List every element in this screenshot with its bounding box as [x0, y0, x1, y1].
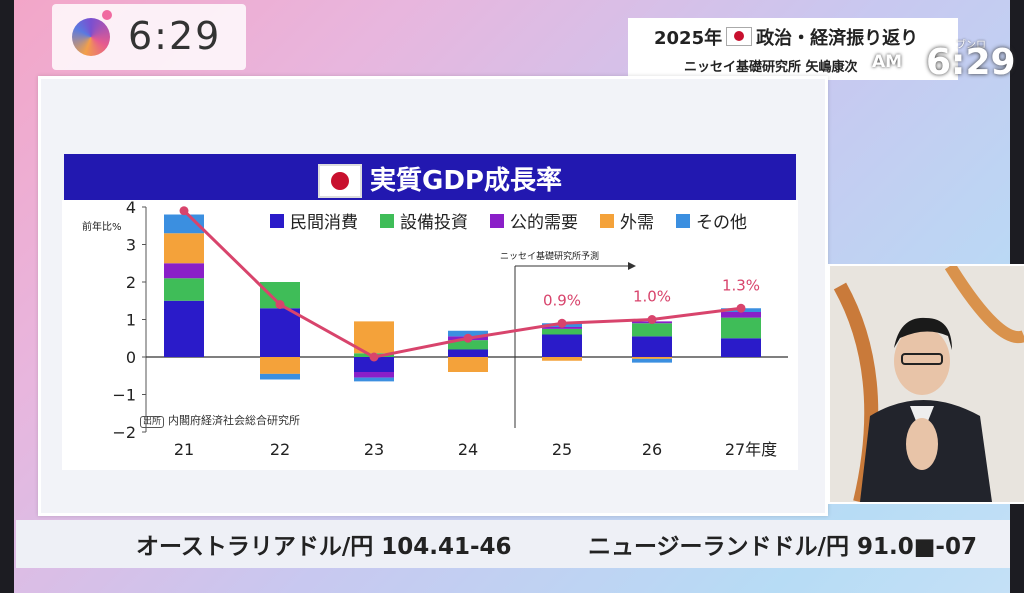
bar-segment	[354, 377, 394, 382]
ticker-nzd-jpy: ニュージーランドドル/円 91.0■-07	[588, 534, 977, 560]
bar-segment	[164, 233, 204, 264]
gdp-growth-point	[557, 318, 567, 328]
data-label: 1.3%	[722, 276, 760, 294]
chart-title: 実質GDP成長率	[370, 166, 562, 196]
bar-segment	[448, 357, 488, 372]
legend-swatch	[600, 213, 614, 228]
legend-item-public-demand: 公的需要	[490, 208, 578, 233]
y-axis-label: 前年比%	[82, 220, 122, 233]
source-text: 内閣府経済社会総合研究所	[168, 414, 301, 427]
legend-swatch	[270, 213, 284, 228]
bar-segment	[721, 338, 761, 357]
x-tick-label: 23	[364, 440, 384, 459]
japan-flag-icon	[318, 164, 362, 198]
y-tick-label: 0	[126, 348, 136, 367]
bar-segment	[542, 334, 582, 357]
gdp-growth-point	[736, 303, 746, 313]
program-topic: 政治・経済振り返り	[756, 28, 919, 49]
bar-segment	[448, 330, 488, 337]
y-tick-label: −1	[112, 386, 136, 405]
bar-segment	[542, 327, 582, 329]
y-tick-label: 2	[126, 273, 136, 292]
gdp-growth-point	[647, 315, 657, 324]
legend-swatch	[676, 213, 690, 228]
y-tick-label: 4	[126, 198, 136, 217]
guest-caption: ニッセイ基礎研究所 矢嶋康次	[684, 60, 858, 75]
bar-segment	[260, 308, 300, 357]
bar-segment	[632, 357, 672, 359]
bar-segment	[542, 328, 582, 335]
gdp-growth-point	[179, 206, 189, 216]
bar-segment	[721, 317, 761, 339]
bar-segment	[632, 323, 672, 337]
bar-segment	[632, 336, 672, 357]
forecast-label: ニッセイ基礎研究所予測	[500, 250, 599, 262]
gdp-growth-point	[275, 300, 285, 309]
gdp-growth-point	[369, 352, 379, 362]
ticker-aud-jpy: オーストラリアドル/円 104.41-46	[136, 534, 512, 560]
data-label: 1.0%	[633, 288, 671, 306]
program-info-box: 2025年 政治・経済振り返り ニッセイ基礎研究所 矢嶋康次	[628, 18, 958, 80]
clock-box: 6:29	[52, 4, 246, 70]
corner-text: ブンロ	[956, 40, 986, 51]
legend-item-capex: 設備投資	[380, 208, 468, 233]
legend-swatch	[380, 213, 394, 228]
x-tick-label: 26	[642, 440, 662, 459]
x-tick-label: 27年度	[725, 440, 777, 459]
japan-flag-icon	[726, 27, 753, 46]
bar-segment	[721, 312, 761, 318]
source-tag: 出所	[140, 416, 165, 428]
legend-item-external-demand: 外需	[600, 208, 654, 233]
am-pm-label: AM	[872, 52, 903, 72]
legend-swatch	[490, 213, 504, 228]
bar-segment	[164, 263, 204, 279]
bar-segment	[448, 349, 488, 357]
source-note: 出所 内閣府経済社会総合研究所	[140, 412, 300, 428]
x-tick-label: 24	[458, 440, 478, 459]
channel-logo-icon	[72, 10, 112, 56]
bar-segment	[164, 278, 204, 301]
program-title: 2025年 政治・経済振り返り	[654, 24, 918, 50]
forecast-arrow-head	[628, 262, 636, 270]
chart-title-bar	[64, 154, 796, 204]
clock-time: 6:29	[128, 14, 222, 58]
bar-segment	[354, 357, 394, 372]
overlay-clock: 6:29	[926, 42, 1016, 83]
bar-segment	[164, 300, 204, 357]
guest-video-frame	[830, 266, 1024, 502]
y-tick-label: −2	[112, 423, 136, 442]
bar-segment	[354, 372, 394, 378]
legend-item-private-consumption: 民間消費	[270, 208, 358, 233]
gdp-growth-point	[463, 333, 473, 343]
currency-ticker	[16, 520, 1010, 568]
bar-segment	[448, 340, 488, 350]
data-label: 0.9%	[543, 291, 581, 309]
bar-segment	[260, 373, 300, 380]
legend-item-other: その他	[676, 208, 747, 233]
x-tick-label: 21	[174, 440, 194, 459]
y-tick-label: 1	[126, 311, 136, 330]
x-tick-label: 22	[270, 440, 290, 459]
program-year: 2025年	[654, 28, 723, 49]
bar-segment	[260, 357, 300, 374]
bar-segment	[542, 357, 582, 361]
chart-legend: 民間消費 設備投資 公的需要 外需 その他	[270, 208, 747, 233]
x-tick-label: 25	[552, 440, 572, 459]
bar-segment	[632, 358, 672, 363]
guest-video	[828, 264, 1024, 504]
y-tick-label: 3	[126, 236, 136, 255]
